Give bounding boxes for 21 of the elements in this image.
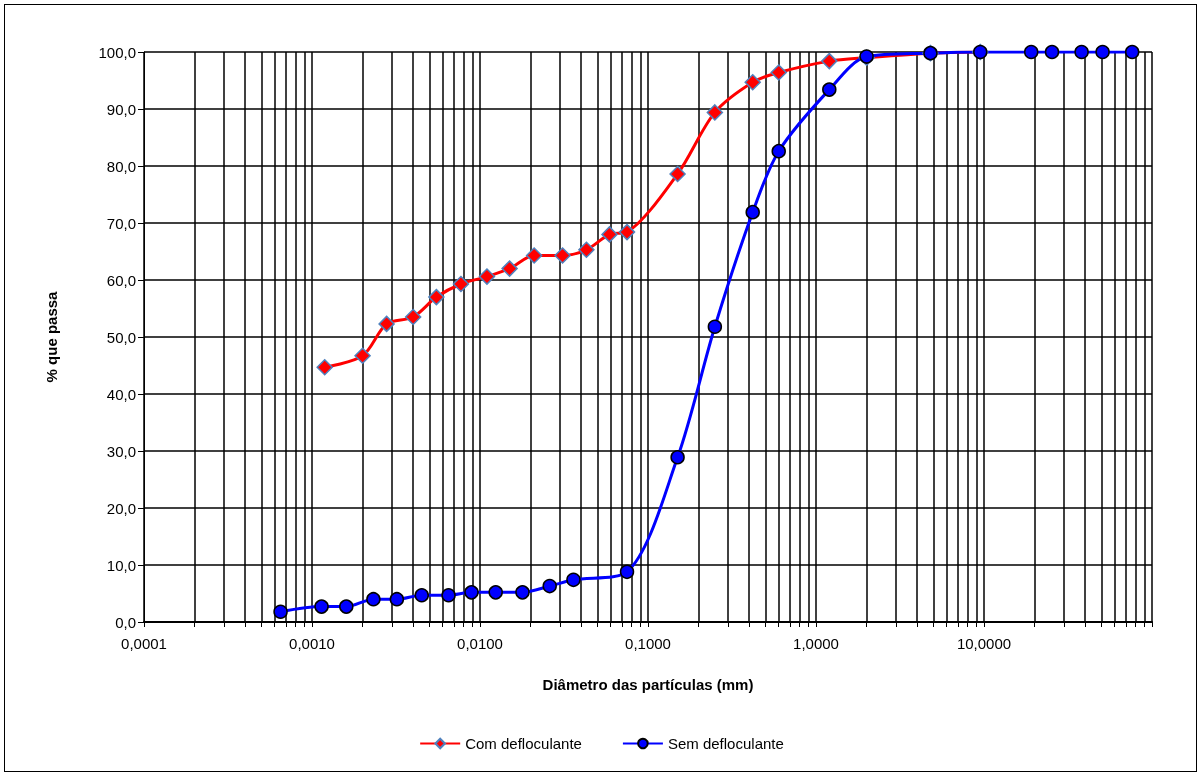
- y-tick-label: 90,0: [106, 100, 136, 118]
- y-tick-label: 30,0: [106, 442, 136, 460]
- legend-label: Sem defloculante: [667, 735, 784, 752]
- y-tick-label: 100,0: [98, 43, 136, 61]
- y-tick-label: 10,0: [106, 556, 136, 574]
- y-tick-label: 40,0: [106, 385, 136, 403]
- y-tick-label: 70,0: [106, 214, 136, 232]
- y-tick-label: 80,0: [106, 157, 136, 175]
- x-tick-label: 10,0000: [956, 635, 1012, 652]
- x-tick-label: 0,0010: [289, 635, 335, 652]
- x-tick-label: 0,0100: [457, 635, 503, 652]
- y-tick-label: 0,0: [115, 613, 136, 631]
- legend-label: Com defloculante: [465, 735, 582, 752]
- x-tick-label: 0,0001: [121, 635, 167, 652]
- x-axis-title: Diâmetro das partículas (mm): [542, 676, 754, 693]
- x-tick-label: 1,0000: [793, 635, 839, 652]
- y-tick-label: 60,0: [106, 271, 136, 289]
- y-axis-title: % que passa: [43, 290, 60, 383]
- x-tick-label: 0,1000: [625, 635, 671, 652]
- y-tick-label: 50,0: [106, 328, 136, 346]
- y-tick-label: 20,0: [106, 499, 136, 517]
